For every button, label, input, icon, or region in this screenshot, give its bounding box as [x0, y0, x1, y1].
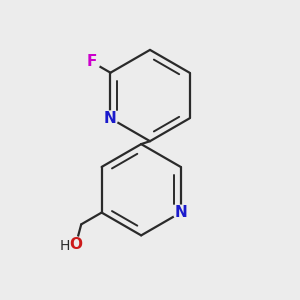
Circle shape	[103, 111, 118, 126]
Text: N: N	[104, 111, 117, 126]
Text: F: F	[86, 54, 97, 69]
Circle shape	[173, 205, 188, 220]
Text: H: H	[59, 239, 70, 253]
Circle shape	[68, 237, 84, 253]
Text: O: O	[69, 237, 82, 252]
Circle shape	[82, 53, 100, 70]
Text: N: N	[174, 205, 187, 220]
